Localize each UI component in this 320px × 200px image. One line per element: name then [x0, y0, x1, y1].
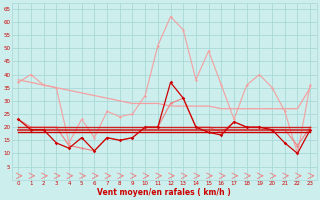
- X-axis label: Vent moyen/en rafales ( km/h ): Vent moyen/en rafales ( km/h ): [97, 188, 231, 197]
